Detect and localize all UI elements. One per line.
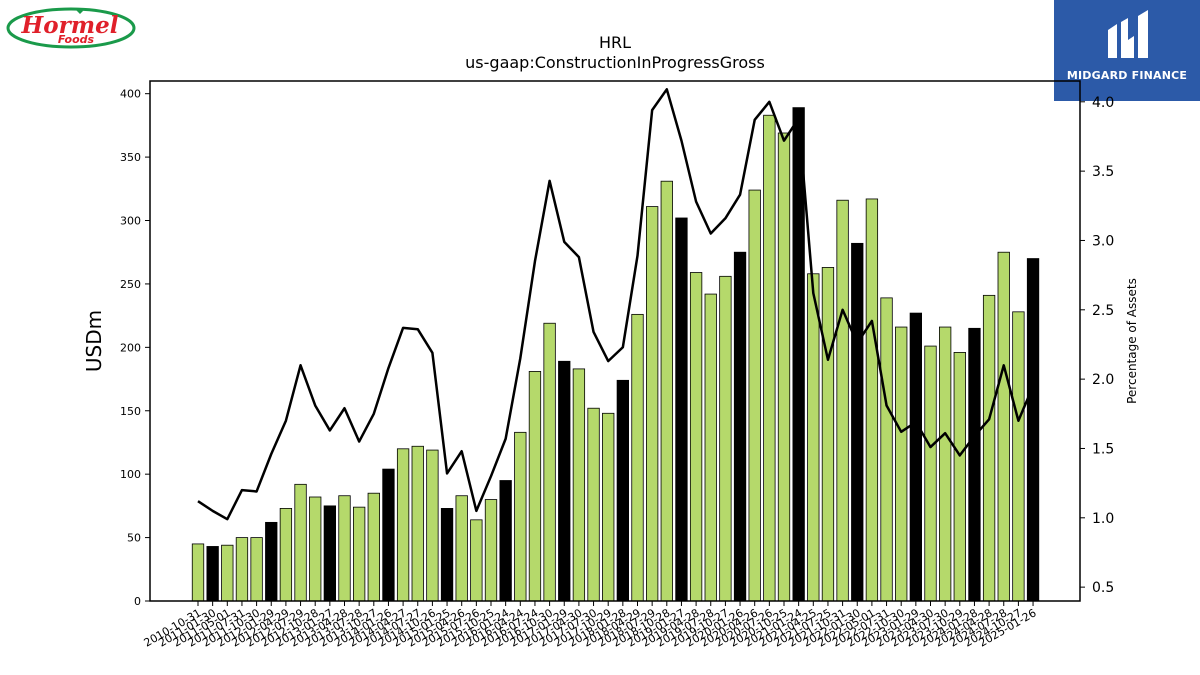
bar-2013-10-27 <box>367 492 380 602</box>
bar-2014-10-26 <box>426 449 439 602</box>
bar-2022-01-30 <box>851 242 864 602</box>
bar-2021-01-24 <box>792 107 805 602</box>
bar-2014-04-27 <box>396 448 410 602</box>
svg-text:Hormel: Hormel <box>21 12 119 39</box>
bar-2020-07-26 <box>763 114 776 602</box>
bar-2021-10-31 <box>836 199 849 602</box>
bar-2023-07-30 <box>939 326 952 602</box>
y-tick-label: 100 <box>120 468 141 481</box>
bar-2022-10-30 <box>895 326 908 602</box>
line-series <box>197 88 1035 521</box>
bar-2012-10-28 <box>309 496 322 602</box>
midgard-finance-logo: MIDGARD FINANCE <box>1054 0 1200 101</box>
bar-2017-10-29 <box>602 412 615 602</box>
bar-2022-05-01 <box>865 198 879 602</box>
bar-2017-07-30 <box>587 407 600 602</box>
bar-2021-04-25 <box>807 273 820 602</box>
bar-2023-10-29 <box>953 352 966 602</box>
bar-2012-04-29 <box>279 508 293 602</box>
bar-2019-04-28 <box>689 272 703 602</box>
bar-2025-01-26 <box>1026 258 1040 602</box>
bar-2011-07-31 <box>235 537 249 602</box>
bar-2019-07-28 <box>704 293 717 602</box>
midgard-mark-icon <box>1108 10 1148 58</box>
y2-tick-label: 3.5 <box>1092 164 1114 180</box>
bar-2015-04-26 <box>455 495 468 602</box>
bar-2013-07-28 <box>352 506 366 602</box>
y-tick-label: 150 <box>120 405 141 418</box>
bar-2013-01-27 <box>323 505 337 602</box>
y2-tick-label: 1.0 <box>1092 511 1114 527</box>
svg-text:Foods: Foods <box>58 33 95 46</box>
bar-2024-04-28 <box>982 294 996 602</box>
bar-2013-04-28 <box>338 495 351 602</box>
y-tick-label: 250 <box>120 278 141 291</box>
bar-2016-01-24 <box>499 480 512 602</box>
plot-frame <box>149 80 1081 602</box>
bar-2012-01-29 <box>265 521 278 602</box>
y-tick-label: 200 <box>120 341 141 354</box>
bar-2010-10-31 <box>191 543 205 602</box>
bar-2016-07-24 <box>528 371 542 602</box>
bar-2018-04-29 <box>631 313 644 602</box>
y-axis-left: 0 50 100 150 200 250 300 350 400 <box>120 88 150 608</box>
y-axis-right: 0.5 1.0 1.5 2.0 2.5 3.0 3.5 4.0 <box>1080 95 1114 596</box>
asset-percentage-line <box>197 88 1035 521</box>
bar-2020-10-25 <box>777 132 791 602</box>
y-tick-label: 50 <box>127 532 141 545</box>
y-axis-label: USDm <box>82 310 106 372</box>
bar-2011-01-30 <box>206 546 219 602</box>
x-axis: 2010-10-312011-01-302011-05-012011-07-31… <box>142 601 1039 650</box>
bar-series <box>191 107 1040 602</box>
y-tick-label: 300 <box>120 215 141 228</box>
y2-tick-label: 2.0 <box>1092 372 1114 388</box>
bar-2020-01-26 <box>733 251 747 602</box>
hormel-foods-logo: Hormel Foods <box>6 6 138 50</box>
y2-axis-label: Percentage of Assets <box>1125 278 1139 404</box>
y-tick-label: 0 <box>134 595 141 608</box>
bar-2024-01-28 <box>968 327 981 602</box>
bar-2019-10-27 <box>719 275 732 602</box>
chart-subtitle: us-gaap:ConstructionInProgressGross <box>465 53 765 72</box>
chart-title: HRL <box>599 33 631 52</box>
bar-2024-07-28 <box>997 251 1010 602</box>
bar-2017-01-29 <box>558 360 571 602</box>
bar-2017-04-30 <box>572 368 586 602</box>
bar-2020-04-26 <box>748 189 761 602</box>
bar-2012-07-29 <box>294 483 307 602</box>
bar-2023-01-29 <box>909 312 922 602</box>
bar-2022-07-31 <box>880 297 893 602</box>
bar-2019-01-27 <box>675 217 688 602</box>
bar-2024-10-27 <box>1012 311 1025 602</box>
midgard-finance-wordmark: MIDGARD FINANCE <box>1066 69 1188 82</box>
y2-tick-label: 1.5 <box>1092 441 1114 457</box>
bar-2021-07-25 <box>821 267 835 602</box>
bar-2015-07-26 <box>470 519 483 602</box>
y2-tick-label: 0.5 <box>1092 580 1114 596</box>
y-tick-label: 350 <box>120 151 141 164</box>
bar-2018-01-28 <box>616 379 629 602</box>
bar-2014-07-27 <box>411 445 424 602</box>
bar-2011-10-30 <box>250 537 263 602</box>
bar-2011-05-01 <box>221 544 234 602</box>
y2-tick-label: 3.0 <box>1092 233 1114 249</box>
y2-tick-label: 4.0 <box>1092 95 1114 111</box>
bar-2018-07-29 <box>646 206 659 602</box>
y-tick-label: 400 <box>120 88 141 101</box>
bar-2018-10-28 <box>660 180 673 602</box>
bar-2015-10-25 <box>484 499 498 602</box>
bar-2015-01-25 <box>440 508 454 602</box>
bar-2016-04-24 <box>514 431 527 602</box>
bar-2016-10-30 <box>543 322 556 602</box>
y2-tick-label: 2.5 <box>1092 303 1114 319</box>
bar-2023-04-30 <box>924 345 937 602</box>
bar-2014-01-26 <box>382 468 395 602</box>
